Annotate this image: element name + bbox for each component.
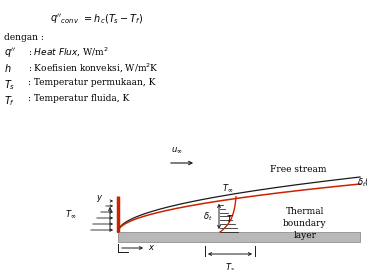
Text: : Temperatur permukaan, K: : Temperatur permukaan, K [28,78,156,87]
Text: $T_s$: $T_s$ [225,262,235,270]
Text: $T_f$: $T_f$ [4,94,15,108]
Text: : Koefisien konveksi, W/m$^2$K: : Koefisien konveksi, W/m$^2$K [28,62,159,75]
Text: $x$: $x$ [148,242,155,251]
Text: : $\mathit{Heat\ Flux}$, W/m$^2$: : $\mathit{Heat\ Flux}$, W/m$^2$ [28,46,109,59]
Text: $T$: $T$ [226,213,234,224]
Text: : Temperatur fluida, K: : Temperatur fluida, K [28,94,130,103]
Text: $q''_{conv}$: $q''_{conv}$ [50,12,79,26]
Text: Free stream: Free stream [270,166,327,174]
Text: $T_\infty$: $T_\infty$ [222,182,233,194]
Text: $= h_c(T_s - T_f)$: $= h_c(T_s - T_f)$ [82,12,143,26]
Bar [118,232,360,242]
Text: $u_\infty$: $u_\infty$ [171,145,182,155]
Text: Thermal
boundary
layer: Thermal boundary layer [283,207,327,239]
Text: $q''$: $q''$ [4,46,16,60]
Text: dengan :: dengan : [4,33,44,42]
Text: $\delta_t$: $\delta_t$ [203,210,213,223]
Text: $T_s$: $T_s$ [4,78,15,92]
Text: $h$: $h$ [4,62,11,74]
Text: $T_\infty$: $T_\infty$ [65,208,76,220]
Text: $y$: $y$ [97,193,103,204]
Text: $\delta_t(x)$: $\delta_t(x)$ [357,177,367,189]
